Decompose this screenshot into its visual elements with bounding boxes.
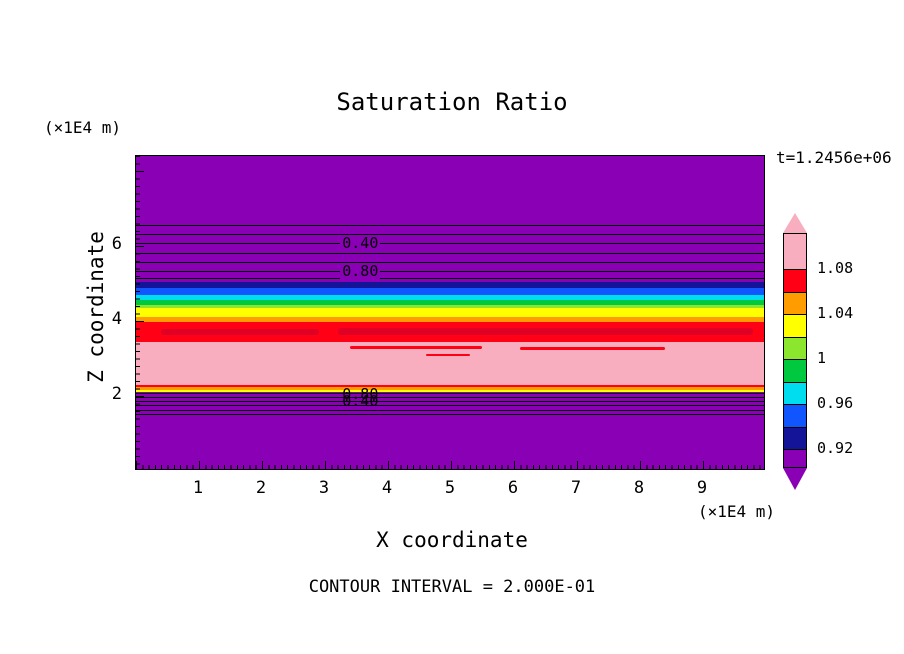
colorbar-segment bbox=[784, 426, 806, 449]
colorbar-segment bbox=[784, 291, 806, 314]
contour-line bbox=[136, 253, 764, 255]
colorbar-segment bbox=[784, 314, 806, 337]
colorbar-tick-label: 1.04 bbox=[817, 304, 854, 322]
contour-feature bbox=[425, 353, 470, 356]
colorbar-bottom-arrow bbox=[783, 468, 807, 490]
x-tick-label: 3 bbox=[318, 478, 330, 498]
contour-band bbox=[136, 288, 764, 296]
x-tick-label: 9 bbox=[696, 478, 708, 498]
contour-line bbox=[136, 414, 764, 415]
contour-interval-note: CONTOUR INTERVAL = 2.000E-01 bbox=[308, 577, 596, 597]
contour-line bbox=[136, 409, 764, 411]
contour-band bbox=[136, 295, 764, 300]
filled-contour-layer bbox=[136, 156, 764, 469]
contour-line bbox=[136, 397, 764, 399]
contour-line bbox=[136, 277, 764, 279]
contour-line bbox=[136, 225, 764, 226]
contour-band bbox=[136, 300, 764, 305]
x-tick-label: 6 bbox=[507, 478, 519, 498]
contour-band bbox=[136, 385, 764, 387]
contour-line bbox=[136, 234, 764, 235]
contour-line bbox=[136, 405, 764, 406]
contour-feature bbox=[337, 327, 754, 336]
x-tick-label: 8 bbox=[633, 478, 645, 498]
contour-feature bbox=[520, 346, 666, 350]
colorbar-segment bbox=[784, 404, 806, 427]
time-stamp-label: t=1.2456e+06 bbox=[776, 148, 892, 167]
contour-feature bbox=[350, 345, 483, 349]
contour-band bbox=[136, 282, 764, 288]
colorbar-tick-label: 1 bbox=[817, 349, 827, 367]
colorbar-segment bbox=[784, 449, 806, 467]
contour-line-label: 0.40 bbox=[340, 234, 381, 252]
x-tick-label: 2 bbox=[255, 478, 267, 498]
contour-band bbox=[136, 307, 764, 317]
x-tick-label: 4 bbox=[381, 478, 393, 498]
colorbar bbox=[783, 233, 807, 468]
colorbar-segment bbox=[784, 269, 806, 292]
contour-line bbox=[136, 243, 764, 244]
contour-label-layer: 0.40 0.80 0.80 0.40 bbox=[136, 156, 764, 469]
contour-band bbox=[136, 387, 764, 390]
contour-band bbox=[136, 391, 764, 469]
colorbar-top-arrow bbox=[783, 213, 807, 233]
contour-line bbox=[136, 262, 764, 264]
x-axis-major-ticks bbox=[136, 461, 764, 469]
y-axis-unit-label: (×1E4 m) bbox=[44, 118, 122, 137]
y-axis-major-ticks bbox=[136, 171, 144, 469]
colorbar-tick-label: 0.92 bbox=[817, 439, 854, 457]
x-tick-label: 1 bbox=[192, 478, 204, 498]
plot-title: Saturation Ratio bbox=[336, 88, 568, 116]
contour-band bbox=[136, 390, 764, 392]
colorbar-segment bbox=[784, 336, 806, 359]
contour-band bbox=[136, 156, 764, 282]
colorbar-segment bbox=[784, 234, 806, 269]
x-tick-label: 7 bbox=[570, 478, 582, 498]
contour-line-label: 0.40 bbox=[342, 391, 379, 410]
contour-band bbox=[136, 304, 764, 308]
contour-line bbox=[136, 400, 764, 402]
plot-area: 0.40 0.80 0.80 0.40 bbox=[135, 155, 765, 470]
x-tick-label: 5 bbox=[444, 478, 456, 498]
contour-line bbox=[136, 393, 764, 394]
contour-band bbox=[136, 316, 764, 323]
contour-line bbox=[136, 271, 764, 273]
y-axis-title: Z coordinate bbox=[84, 231, 108, 383]
contour-line-layer bbox=[136, 156, 764, 469]
colorbar-segment bbox=[784, 359, 806, 382]
x-axis-unit-label: (×1E4 m) bbox=[697, 502, 775, 521]
colorbar-tick-label: 0.96 bbox=[817, 394, 854, 412]
contour-line-label: 0.80 bbox=[342, 384, 379, 403]
contour-line-label: 0.80 bbox=[340, 262, 381, 281]
colorbar-tick-label: 1.08 bbox=[817, 259, 854, 277]
x-axis-title: X coordinate bbox=[376, 528, 528, 552]
contour-feature bbox=[161, 329, 319, 335]
colorbar-segment bbox=[784, 381, 806, 404]
